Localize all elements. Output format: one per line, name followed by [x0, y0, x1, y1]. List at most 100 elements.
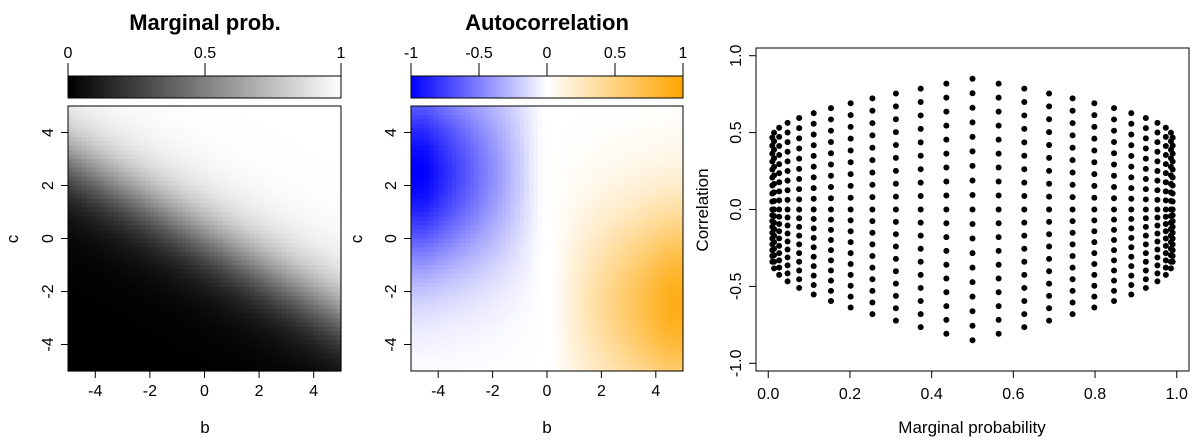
heatmap-cell — [268, 189, 274, 195]
heatmap-cell — [163, 335, 169, 341]
heatmap-cell — [327, 256, 333, 262]
heatmap-cell — [318, 344, 324, 350]
heatmap-cell — [438, 282, 444, 288]
heatmap-cell — [99, 207, 105, 213]
heatmap-cell — [231, 269, 237, 275]
heatmap-cell — [295, 247, 301, 253]
heatmap-cell — [72, 194, 78, 200]
heatmap-cell — [336, 340, 342, 346]
heatmap-cell — [108, 366, 115, 372]
heatmap-cell — [327, 225, 333, 231]
heatmap-cell — [469, 353, 476, 359]
heatmap-cell — [497, 282, 503, 288]
heatmap-cell — [250, 229, 256, 235]
heatmap-cell — [72, 185, 78, 191]
heatmap-cell — [488, 154, 494, 160]
heatmap-cell — [474, 141, 480, 147]
heatmap-cell — [286, 203, 292, 209]
heatmap-cell — [149, 238, 156, 244]
heatmap-cell — [295, 278, 301, 284]
heatmap-cell — [236, 366, 242, 372]
heatmap-cell — [250, 251, 256, 257]
heatmap-cell — [290, 282, 297, 288]
heatmap-cell — [177, 167, 183, 173]
heatmap-cell — [272, 132, 278, 138]
heatmap-cell — [286, 106, 292, 112]
heatmap-cell — [231, 176, 237, 182]
heatmap-cell — [456, 154, 462, 160]
heatmap-cell — [127, 212, 133, 218]
heatmap-cell — [492, 291, 498, 297]
heatmap-cell — [429, 194, 435, 200]
heatmap-cell — [492, 348, 498, 354]
heatmap-cell — [140, 278, 146, 284]
heatmap-cell — [506, 189, 512, 195]
heatmap-cell — [451, 132, 457, 138]
heatmap-cell — [159, 106, 165, 112]
heatmap-cell — [263, 287, 269, 293]
heatmap-cell — [479, 123, 485, 129]
heatmap-cell — [506, 256, 512, 262]
heatmap-cell — [429, 185, 435, 191]
heatmap-cell — [195, 132, 201, 138]
heatmap-cell — [304, 242, 310, 248]
heatmap-cell — [227, 163, 233, 169]
heatmap-cell — [442, 353, 448, 359]
heatmap-cell — [122, 265, 128, 271]
heatmap-cell — [86, 212, 92, 218]
heatmap-cell — [259, 176, 265, 182]
heatmap-cell — [313, 335, 319, 341]
heatmap-cell — [131, 362, 137, 368]
heatmap-cell — [456, 189, 462, 195]
heatmap-cell — [322, 331, 328, 337]
heatmap-cell — [168, 163, 174, 169]
heatmap-cell — [190, 203, 196, 209]
heatmap-cell — [286, 335, 292, 341]
heatmap-cell — [263, 154, 269, 160]
heatmap-cell — [236, 348, 242, 354]
heatmap-cell — [90, 273, 96, 279]
heatmap-cell — [254, 150, 260, 156]
heatmap-cell — [154, 229, 160, 235]
heatmap-cell — [81, 141, 87, 147]
heatmap-cell — [286, 291, 292, 297]
heatmap-cell — [127, 229, 133, 235]
heatmap-cell — [131, 163, 137, 169]
heatmap-cell — [313, 238, 319, 244]
heatmap-cell — [154, 340, 160, 346]
heatmap-cell — [145, 366, 151, 372]
heatmap-cell — [222, 322, 228, 328]
heatmap-cell — [309, 335, 315, 341]
heatmap-cell — [497, 238, 503, 244]
heatmap-cell — [451, 278, 457, 284]
heatmap-cell — [218, 247, 224, 253]
heatmap-cell — [86, 273, 92, 279]
heatmap-cell — [118, 154, 124, 160]
heatmap-cell — [145, 269, 151, 275]
heatmap-cell — [127, 318, 133, 324]
heatmap-cell — [154, 265, 160, 271]
heatmap-cell — [145, 273, 151, 279]
heatmap-cell — [81, 114, 87, 120]
heatmap-cell — [510, 291, 516, 297]
heatmap-cell — [300, 353, 306, 359]
heatmap-cell — [122, 167, 128, 173]
heatmap-cell — [104, 145, 110, 151]
heatmap-cell — [86, 260, 92, 266]
heatmap-cell — [199, 203, 206, 209]
heatmap-cell — [424, 106, 430, 112]
heatmap-cell — [186, 172, 192, 178]
heatmap-cell — [86, 344, 92, 350]
heatmap-cell — [231, 353, 237, 359]
heatmap-cell — [501, 172, 507, 178]
heatmap-cell — [218, 203, 224, 209]
heatmap-cell — [190, 172, 196, 178]
heatmap-cell — [90, 309, 96, 315]
heatmap-cell — [510, 265, 516, 271]
heatmap-cell — [218, 335, 224, 341]
heatmap-cell — [456, 256, 462, 262]
heatmap-cell — [218, 145, 224, 151]
heatmap-cell — [479, 278, 485, 284]
heatmap-cell — [122, 172, 128, 178]
heatmap-cell — [227, 357, 233, 363]
